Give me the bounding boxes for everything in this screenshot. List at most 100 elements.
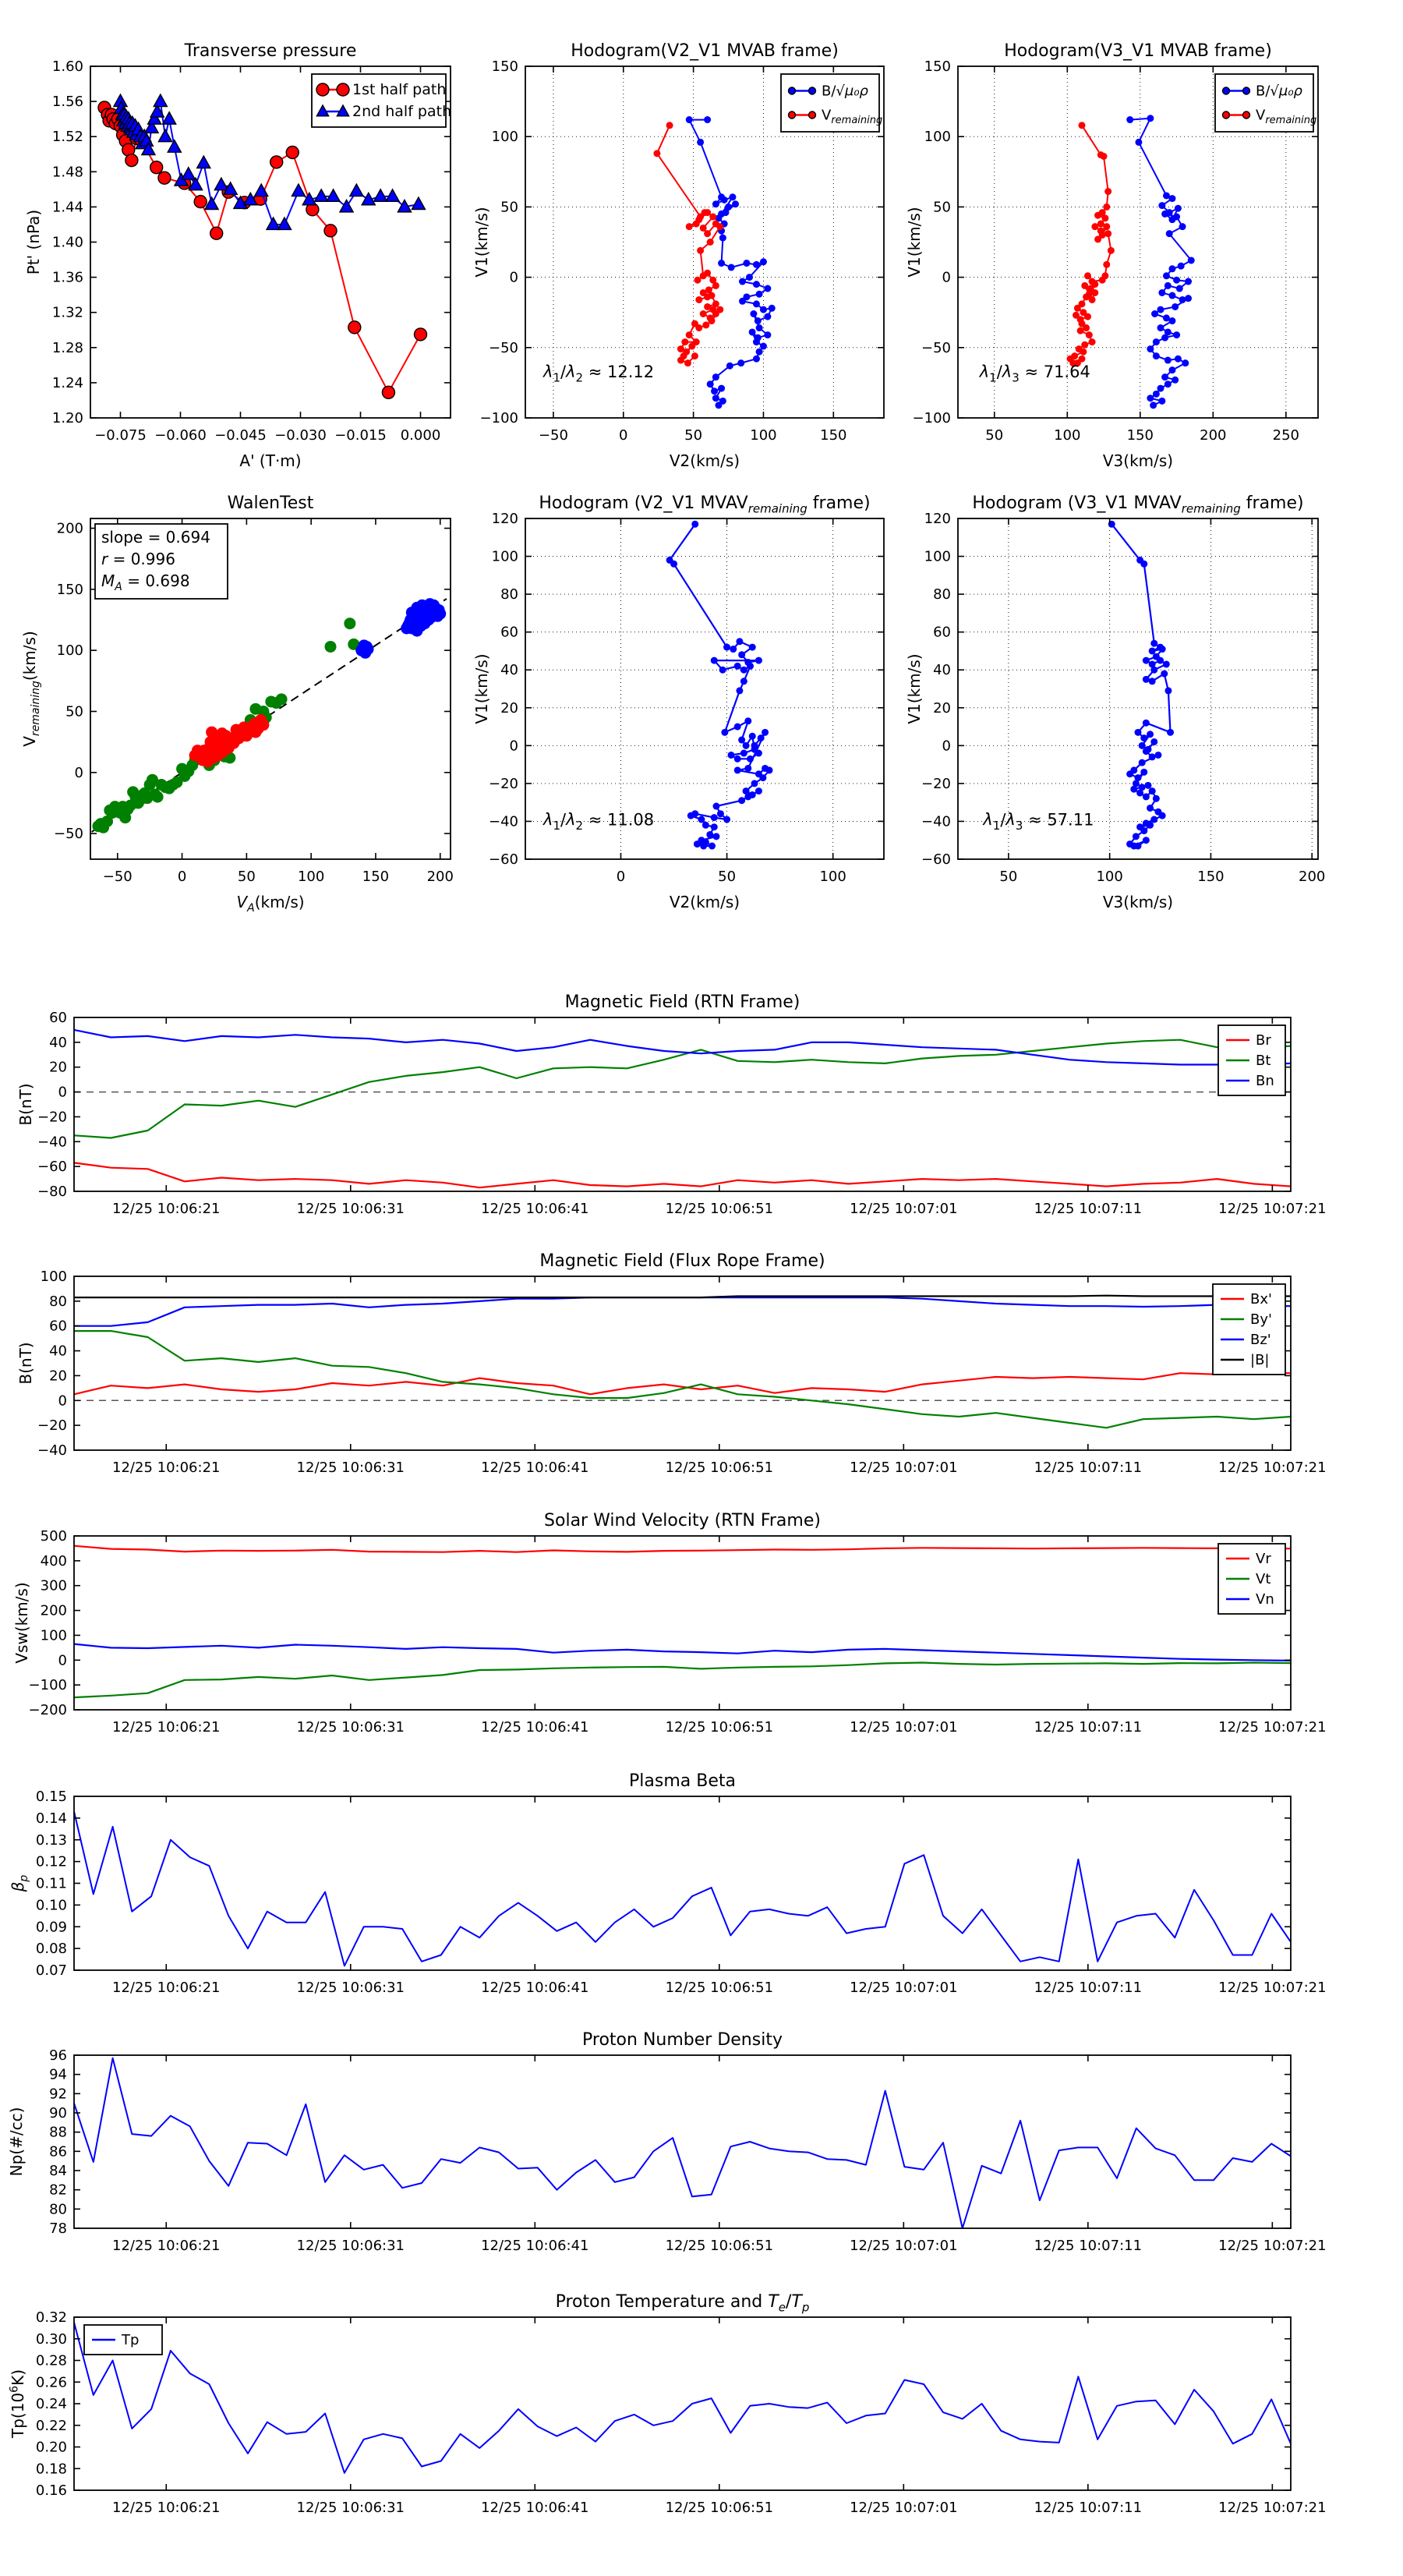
svg-text:−200: −200 bbox=[29, 1702, 67, 1718]
svg-text:150: 150 bbox=[1127, 427, 1154, 444]
svg-text:V2(km/s): V2(km/s) bbox=[670, 893, 740, 911]
svg-text:20: 20 bbox=[49, 1060, 67, 1076]
svg-text:B(nT): B(nT) bbox=[16, 1083, 35, 1125]
svg-text:60: 60 bbox=[500, 625, 518, 641]
svg-text:−60: −60 bbox=[37, 1159, 67, 1175]
svg-text:0: 0 bbox=[58, 1085, 67, 1101]
svg-text:12/25 10:06:41: 12/25 10:06:41 bbox=[481, 2500, 588, 2516]
legend-box bbox=[1214, 73, 1314, 133]
svg-text:150: 150 bbox=[820, 427, 846, 444]
svg-text:0: 0 bbox=[58, 1652, 67, 1668]
svg-text:0.09: 0.09 bbox=[36, 1919, 67, 1935]
svg-text:12/25 10:07:11: 12/25 10:07:11 bbox=[1034, 1980, 1142, 1996]
legend-box bbox=[311, 73, 447, 128]
svg-text:50: 50 bbox=[500, 199, 518, 215]
svg-text:94: 94 bbox=[49, 2067, 67, 2083]
svg-text:12/25 10:06:21: 12/25 10:06:21 bbox=[112, 1980, 220, 1996]
svg-text:150: 150 bbox=[924, 58, 951, 75]
svg-text:Magnetic Field (Flux Rope Fram: Magnetic Field (Flux Rope Frame) bbox=[539, 1251, 825, 1271]
svg-text:0: 0 bbox=[619, 427, 627, 444]
svg-text:Vremaining(km/s): Vremaining(km/s) bbox=[20, 631, 42, 747]
svg-text:12/25 10:06:31: 12/25 10:06:31 bbox=[297, 1980, 405, 1996]
svg-text:78: 78 bbox=[49, 2220, 67, 2237]
svg-text:Hodogram (V2_V1 MVAVremaining: Hodogram (V2_V1 MVAVremaining frame) bbox=[539, 494, 870, 516]
svg-text:−20: −20 bbox=[37, 1417, 67, 1434]
svg-text:0.28: 0.28 bbox=[36, 2353, 67, 2369]
svg-text:V1(km/s): V1(km/s) bbox=[472, 653, 491, 724]
svg-text:Solar Wind Velocity (RTN Frame: Solar Wind Velocity (RTN Frame) bbox=[544, 1511, 821, 1530]
svg-text:12/25 10:07:01: 12/25 10:07:01 bbox=[850, 1460, 957, 1476]
svg-text:Vremaining: Vremaining bbox=[822, 108, 882, 127]
svg-text:12/25 10:07:01: 12/25 10:07:01 bbox=[850, 1201, 957, 1217]
svg-text:−0.075: −0.075 bbox=[94, 427, 147, 444]
svg-text:B/√μ₀ρ: B/√μ₀ρ bbox=[1256, 83, 1303, 100]
svg-text:150: 150 bbox=[492, 58, 518, 75]
svg-text:84: 84 bbox=[49, 2163, 67, 2179]
svg-text:Vn: Vn bbox=[1256, 1591, 1274, 1608]
svg-text:400: 400 bbox=[41, 1553, 67, 1569]
svg-text:1.40: 1.40 bbox=[52, 235, 83, 251]
svg-text:MA = 0.698: MA = 0.698 bbox=[101, 571, 190, 593]
svg-text:12/25 10:07:11: 12/25 10:07:11 bbox=[1034, 2238, 1142, 2254]
svg-text:100: 100 bbox=[750, 427, 776, 444]
chart-hodogram-v2v1-mvab: −50 0 50 100 150 −100 −50 0 50 100 150 Hodogram(V2_… bbox=[472, 41, 885, 470]
svg-text:12/25 10:07:01: 12/25 10:07:01 bbox=[850, 2238, 957, 2254]
svg-text:12/25 10:07:21: 12/25 10:07:21 bbox=[1218, 1460, 1326, 1476]
svg-text:−50: −50 bbox=[921, 340, 951, 356]
svg-text:12/25 10:07:11: 12/25 10:07:11 bbox=[1034, 1460, 1142, 1476]
svg-text:0.15: 0.15 bbox=[36, 1789, 67, 1805]
svg-text:−0.030: −0.030 bbox=[274, 427, 327, 444]
svg-text:2nd half path: 2nd half path bbox=[352, 103, 451, 120]
svg-text:12/25 10:06:51: 12/25 10:06:51 bbox=[666, 2500, 773, 2516]
chart-solar-wind-velocity: 12/25 10:06:21 12/25 10:06:31 12/25 10:06:… bbox=[12, 1511, 1327, 1736]
svg-text:Tp(106K): Tp(106K) bbox=[8, 2369, 27, 2439]
svg-text:100: 100 bbox=[57, 642, 83, 659]
series-|B| bbox=[74, 1294, 1291, 1299]
svg-text:12/25 10:07:11: 12/25 10:07:11 bbox=[1034, 2500, 1142, 2516]
svg-text:Vremaining: Vremaining bbox=[1256, 108, 1316, 127]
svg-text:88: 88 bbox=[49, 2125, 67, 2141]
svg-text:1.32: 1.32 bbox=[52, 305, 83, 321]
svg-text:100: 100 bbox=[819, 869, 846, 885]
svg-text:−60: −60 bbox=[921, 851, 951, 868]
svg-text:VA(km/s): VA(km/s) bbox=[236, 893, 304, 915]
svg-text:12/25 10:07:21: 12/25 10:07:21 bbox=[1218, 1201, 1326, 1217]
svg-text:V1(km/s): V1(km/s) bbox=[905, 653, 924, 724]
series-Np bbox=[73, 2057, 1292, 2229]
legend-box bbox=[1217, 1024, 1286, 1096]
svg-text:120: 120 bbox=[492, 511, 518, 527]
svg-text:50: 50 bbox=[999, 869, 1017, 885]
chart-hodogram-v3v1-mvab: 50 100 150 200 250 −100 −50 0 50 100 150 Hodogram(V… bbox=[905, 41, 1319, 470]
svg-text:12/25 10:07:21: 12/25 10:07:21 bbox=[1218, 1719, 1326, 1736]
svg-text:100: 100 bbox=[41, 1627, 67, 1644]
svg-text:12/25 10:07:21: 12/25 10:07:21 bbox=[1218, 2500, 1326, 2516]
svg-text:Hodogram (V3_V1 MVAVremaining: Hodogram (V3_V1 MVAVremaining frame) bbox=[972, 494, 1303, 516]
svg-text:A' (T·m): A' (T·m) bbox=[239, 451, 301, 470]
svg-text:80: 80 bbox=[500, 586, 518, 603]
svg-text:12/25 10:07:11: 12/25 10:07:11 bbox=[1034, 1719, 1142, 1736]
svg-text:Tp: Tp bbox=[121, 2332, 139, 2348]
series-B bbox=[1111, 523, 1172, 847]
svg-text:Magnetic Field (RTN Frame): Magnetic Field (RTN Frame) bbox=[565, 993, 800, 1012]
svg-text:150: 150 bbox=[57, 582, 83, 598]
svg-text:−40: −40 bbox=[37, 1134, 67, 1150]
svg-text:12/25 10:06:41: 12/25 10:06:41 bbox=[481, 2238, 588, 2254]
svg-text:Hodogram(V3_V1 MVAB frame): Hodogram(V3_V1 MVAB frame) bbox=[1004, 41, 1272, 61]
svg-text:0.10: 0.10 bbox=[36, 1897, 67, 1913]
svg-text:V1(km/s): V1(km/s) bbox=[905, 207, 924, 277]
svg-text:−40: −40 bbox=[921, 813, 951, 830]
svg-text:12/25 10:06:21: 12/25 10:06:21 bbox=[112, 2238, 220, 2254]
svg-text:12/25 10:07:01: 12/25 10:07:01 bbox=[850, 2500, 957, 2516]
svg-text:0: 0 bbox=[510, 270, 518, 286]
svg-text:60: 60 bbox=[49, 1318, 67, 1335]
chart-hodogram-v3v1-mvav: 50 100 150 200 −60 −40 −20 0 20 40 60 80 100 120 Hodog… bbox=[905, 494, 1325, 911]
svg-text:200: 200 bbox=[41, 1603, 67, 1619]
svg-text:−40: −40 bbox=[489, 813, 518, 830]
svg-text:1.24: 1.24 bbox=[52, 375, 83, 391]
svg-text:−40: −40 bbox=[37, 1442, 67, 1459]
svg-text:0.18: 0.18 bbox=[36, 2461, 67, 2477]
svg-text:0.30: 0.30 bbox=[36, 2331, 67, 2348]
svg-text:slope = 0.694: slope = 0.694 bbox=[101, 528, 210, 547]
svg-text:Bz': Bz' bbox=[1250, 1332, 1271, 1348]
